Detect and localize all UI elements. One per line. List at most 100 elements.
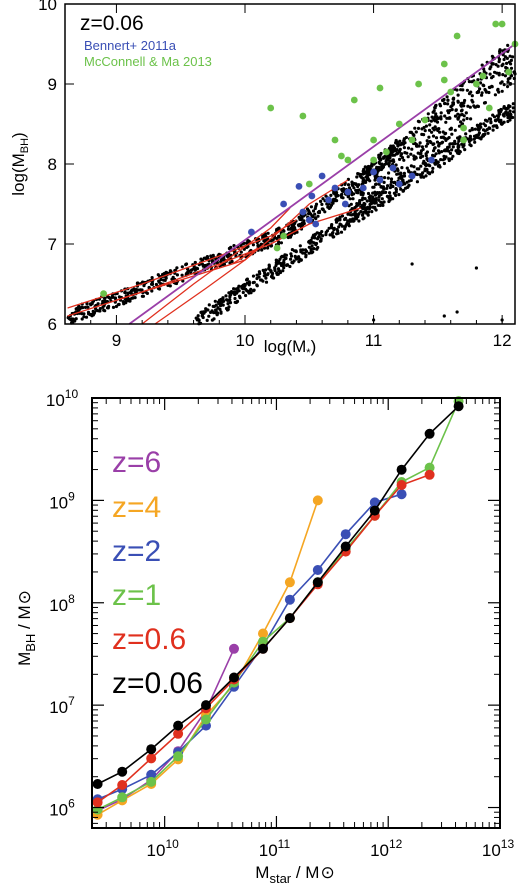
sim-point xyxy=(282,261,286,265)
sim-point xyxy=(471,100,475,104)
sim-point xyxy=(290,226,294,230)
contour-line xyxy=(154,179,349,325)
sim-point xyxy=(350,180,354,184)
sim-point xyxy=(367,207,372,211)
sim-point xyxy=(439,158,443,162)
sim-point xyxy=(394,141,399,145)
sim-point xyxy=(384,190,388,194)
sim-point xyxy=(277,235,281,239)
mcconnell-point xyxy=(440,76,448,84)
top-x-axis-label: log(M*) xyxy=(264,337,316,359)
sim-point xyxy=(412,133,416,137)
sim-point xyxy=(473,105,477,109)
sim-point xyxy=(409,152,413,156)
sim-point xyxy=(429,140,433,145)
sim-point xyxy=(311,214,315,219)
sim-point xyxy=(74,317,78,321)
x-tick-label: 12 xyxy=(493,331,512,350)
y-tick-label: 7 xyxy=(48,235,57,254)
sim-point xyxy=(338,218,342,222)
sim-point xyxy=(271,276,275,280)
sim-point xyxy=(229,290,234,294)
sim-point xyxy=(327,226,331,230)
sim-point xyxy=(96,309,100,313)
sim-point xyxy=(241,290,245,295)
sim-point xyxy=(261,279,265,283)
y-tick-label: 6 xyxy=(48,315,57,334)
sim-point xyxy=(434,158,438,163)
sim-point xyxy=(499,120,503,124)
sim-point xyxy=(462,114,466,118)
sim-point xyxy=(393,180,397,184)
sim-point xyxy=(464,132,468,136)
sim-point xyxy=(286,227,291,231)
sim-point xyxy=(491,62,495,66)
sim-point xyxy=(397,193,401,197)
sim-point xyxy=(364,206,368,210)
sim-point xyxy=(150,276,154,280)
sim-point xyxy=(468,129,472,133)
sim-point xyxy=(402,137,406,141)
sim-point xyxy=(365,211,369,215)
sim-point xyxy=(266,231,270,235)
sim-point xyxy=(310,244,314,248)
contour-line xyxy=(116,247,259,301)
top-panel: 9 10 11 12 6 7 8 9 10 z=0.06 Bennert+ 2011a McCo… xyxy=(9,0,519,359)
bennert-point xyxy=(370,168,377,176)
sim-point xyxy=(264,276,268,280)
sim-point xyxy=(488,117,493,121)
sim-point xyxy=(376,203,380,207)
sim-point xyxy=(454,108,458,112)
series-point xyxy=(340,529,351,540)
series-point xyxy=(396,480,407,490)
sim-point xyxy=(267,265,271,269)
sim-point xyxy=(251,274,256,278)
sim-point xyxy=(368,194,372,198)
sim-point xyxy=(218,301,222,305)
mcconnell-point xyxy=(267,104,275,112)
sim-point xyxy=(362,216,366,220)
sim-point xyxy=(413,126,417,130)
sim-point xyxy=(396,168,400,173)
sim-point xyxy=(492,124,496,128)
sim-point xyxy=(113,296,117,300)
sim-point xyxy=(419,175,423,179)
sim-point xyxy=(301,251,305,255)
sim-point xyxy=(168,269,172,273)
sim-point xyxy=(73,319,77,323)
bottom-legend: z=6 z=4 z=2 z=1 z=0.6 z=0.06 xyxy=(112,446,203,700)
series-point xyxy=(340,541,351,552)
series-point xyxy=(117,780,128,790)
sim-point xyxy=(334,220,339,224)
sim-point xyxy=(309,247,313,251)
sim-point xyxy=(494,124,499,128)
sim-point xyxy=(479,122,483,126)
sim-point xyxy=(415,167,419,171)
sim-point xyxy=(499,81,503,85)
top-legend-mcconnell: McConnell & Ma 2013 xyxy=(84,54,212,69)
sim-point xyxy=(319,199,323,203)
sim-point xyxy=(353,206,357,210)
sim-point xyxy=(506,119,510,124)
sim-point xyxy=(273,268,277,273)
legend-z2: z=2 xyxy=(112,535,161,568)
sim-point xyxy=(257,275,261,279)
series-point xyxy=(201,700,211,711)
sim-point xyxy=(389,177,394,181)
series-line xyxy=(97,400,460,811)
mcconnell-point xyxy=(460,136,467,144)
sim-point xyxy=(389,183,393,187)
sim-point xyxy=(483,118,488,122)
sim-point xyxy=(212,311,216,315)
sim-point xyxy=(98,307,102,311)
sim-point xyxy=(355,213,360,218)
sim-point xyxy=(468,134,472,138)
bennert-point xyxy=(344,188,352,196)
sim-point xyxy=(420,127,424,131)
sim-point xyxy=(355,202,359,206)
sim-point xyxy=(501,113,505,117)
sim-point xyxy=(216,306,220,310)
sim-point xyxy=(186,267,190,271)
sim-point xyxy=(509,66,514,70)
sim-point xyxy=(428,123,432,127)
